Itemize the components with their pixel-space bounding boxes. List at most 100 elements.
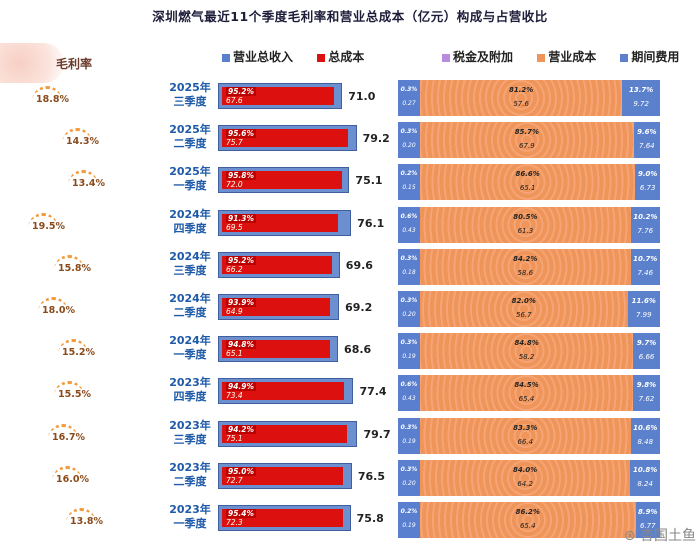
cost-composition-bar: 0.3% 0.19 84.8% 58.2 9.7% 6.66 <box>398 333 660 370</box>
revenue-value: 75.1 <box>355 174 383 188</box>
cost-ratio-label: 91.3% <box>226 213 257 223</box>
operating-cost-segment-pct: 84.0% <box>512 465 538 474</box>
revenue-value: 71.0 <box>348 90 376 103</box>
operating-cost-segment: 83.3% 66.4 <box>420 417 631 454</box>
operating-cost-segment: 84.0% 64.2 <box>420 459 631 496</box>
gross-margin-value: 18.8% <box>32 86 69 105</box>
gross-margin-value: 13.8% <box>66 508 103 527</box>
quarter-name: 二季度 <box>173 306 207 319</box>
operating-cost-segment: 84.2% 58.6 <box>420 248 631 285</box>
total-cost-value: 75.7 <box>226 138 243 148</box>
operating-cost-segment: 84.8% 58.2 <box>420 333 634 370</box>
period-expense-segment: 9.6% 7.64 <box>633 122 660 159</box>
revenue-value: 79.2 <box>362 132 390 146</box>
quarter-year: 2024年 <box>169 334 211 348</box>
operating-cost-segment-value: 65.4 <box>519 522 536 530</box>
operating-cost-segment-value: 65.4 <box>518 395 535 404</box>
period-expense-segment-pct: 10.8% <box>632 465 658 474</box>
tax-segment-value: 0.20 <box>402 479 416 487</box>
tax-segment-pct: 0.3% <box>400 254 418 262</box>
cost-composition-bar: 0.3% 0.20 82.0% 56.7 11.6% 7.99 <box>398 291 660 327</box>
period-expense-segment-value: 8.24 <box>637 479 653 488</box>
tax-segment-value: 0.15 <box>402 184 416 192</box>
sunburst-icon <box>66 508 96 525</box>
quarter-label: 2023年 二季度 <box>168 461 212 489</box>
quarter-name: 三季度 <box>173 432 207 446</box>
total-cost-value: 64.9 <box>226 307 243 316</box>
tax-segment-value: 0.19 <box>402 353 416 361</box>
period-expense-segment-value: 7.62 <box>638 395 655 404</box>
sunburst-icon <box>48 423 78 441</box>
tax-segment-pct: 0.3% <box>400 423 418 431</box>
total-cost-value: 72.0 <box>226 180 243 190</box>
cost-ratio-label: 95.6% <box>226 129 257 139</box>
legend-right: 税金及附加 营业成本 期间费用 <box>442 48 699 65</box>
period-expense-segment: 9.0% 6.73 <box>635 164 660 201</box>
gross-margin-value: 15.8% <box>54 254 91 274</box>
legend-left: 营业总收入 总成本 <box>222 48 384 65</box>
cost-ratio-label: 93.9% <box>226 298 257 307</box>
cost-composition-bar: 0.3% 0.18 84.2% 58.6 10.7% 7.46 <box>398 248 660 285</box>
period-expense-segment-value: 7.99 <box>636 311 652 319</box>
operating-cost-segment-pct: 86.6% <box>515 170 540 179</box>
gross-margin-value: 15.2% <box>58 339 95 358</box>
period-expense-segment: 10.8% 8.24 <box>630 459 660 496</box>
period-expense-segment: 10.2% 7.76 <box>630 206 660 243</box>
legend-label-tax: 税金及附加 <box>453 50 514 64</box>
tax-segment: 0.3% 0.19 <box>398 333 420 370</box>
quarter-name: 一季度 <box>173 517 207 530</box>
operating-cost-segment: 82.0% 56.7 <box>420 291 628 327</box>
period-expense-segment-pct: 10.6% <box>633 423 658 432</box>
tax-segment-pct: 0.2% <box>400 170 418 178</box>
operating-cost-segment-pct: 86.2% <box>515 508 540 516</box>
operating-cost-segment-pct: 84.2% <box>513 254 538 263</box>
period-expense-segment: 10.6% 8.48 <box>630 417 660 454</box>
operating-cost-segment-value: 57.6 <box>513 100 529 108</box>
cost-composition-bar: 0.6% 0.43 80.5% 61.3 10.2% 7.76 <box>398 206 660 243</box>
period-expense-segment-pct: 9.8% <box>636 381 657 390</box>
sunburst-icon <box>54 254 84 272</box>
tax-segment-pct: 0.3% <box>400 297 418 304</box>
total-cost-value: 65.1 <box>226 349 243 359</box>
operating-cost-segment-value: 67.9 <box>519 142 535 151</box>
cost-composition-bar: 0.3% 0.20 84.0% 64.2 10.8% 8.24 <box>398 459 660 496</box>
chart-title: 深圳燃气最近11个季度毛利率和营业总成本（亿元）构成与占营收比 <box>152 9 548 24</box>
operating-cost-segment-value: 58.2 <box>518 353 535 362</box>
gross-margin-header-label: 毛利率 <box>56 57 93 71</box>
cost-composition-bar: 0.3% 0.19 83.3% 66.4 10.6% 8.48 <box>398 417 660 454</box>
operating-cost-segment-value: 65.1 <box>519 184 536 193</box>
period-expense-segment-pct: 9.7% <box>636 339 657 348</box>
legend-label-total-cost: 总成本 <box>328 50 365 64</box>
period-expense-segment-pct: 13.7% <box>628 86 654 94</box>
quarter-year: 2025年 <box>169 123 211 137</box>
tax-segment-value: 0.18 <box>402 268 416 276</box>
tax-segment: 0.3% 0.20 <box>398 291 420 327</box>
quarter-label: 2024年 一季度 <box>168 334 212 362</box>
sunburst-icon <box>52 465 82 483</box>
period-expense-segment-pct: 10.7% <box>633 254 658 263</box>
operating-cost-segment-pct: 82.0% <box>511 297 536 305</box>
legend-label-revenue: 营业总收入 <box>233 50 294 64</box>
quarter-year: 2024年 <box>169 249 211 263</box>
revenue-value: 77.4 <box>359 385 387 399</box>
cost-composition-bar: 0.2% 0.15 86.6% 65.1 9.0% 6.73 <box>398 164 660 201</box>
quarter-year: 2024年 <box>169 207 211 221</box>
cost-ratio-label: 95.4% <box>226 509 257 518</box>
tax-segment-pct: 0.6% <box>400 381 418 389</box>
cost-ratio-label: 94.8% <box>226 340 257 350</box>
quarter-year: 2025年 <box>169 165 211 179</box>
sunburst-icon <box>28 212 58 230</box>
tax-segment: 0.3% 0.27 <box>398 80 420 116</box>
gross-margin-value: 15.5% <box>54 381 91 400</box>
revenue-value: 75.8 <box>356 512 384 525</box>
operating-cost-segment: 86.2% 65.4 <box>420 502 636 538</box>
legend-swatch-total-cost <box>317 53 326 62</box>
header-circle-decoration <box>0 43 64 83</box>
legend-swatch-operating-cost <box>537 53 546 62</box>
period-expense-segment-pct: 11.6% <box>631 297 656 305</box>
gross-margin-value: 16.0% <box>52 465 89 485</box>
tax-segment-pct: 0.2% <box>400 508 418 515</box>
period-expense-segment-pct: 9.6% <box>637 128 657 137</box>
total-cost-value: 67.6 <box>226 96 243 105</box>
period-expense-segment: 8.9% 6.77 <box>635 502 660 538</box>
